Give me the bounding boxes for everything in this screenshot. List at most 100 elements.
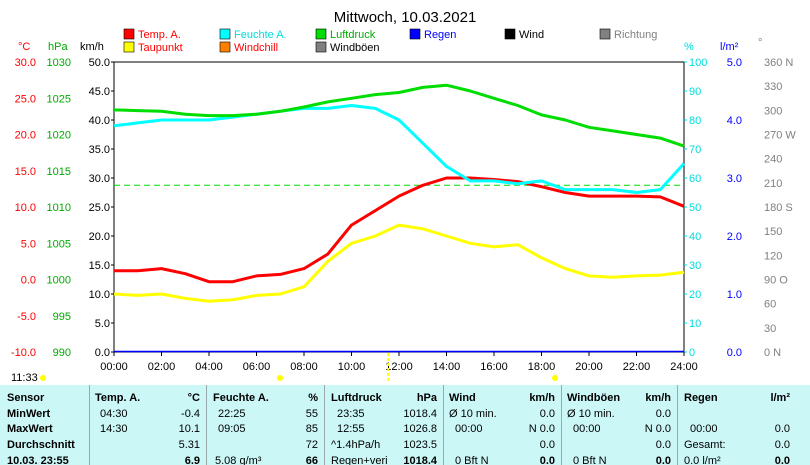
column-divider — [561, 385, 562, 465]
stats-header-pressure-unit: hPa — [416, 392, 437, 404]
legend-swatch — [219, 28, 231, 40]
legend-swatch — [315, 41, 327, 53]
stats-cell: 10.1 — [178, 423, 200, 435]
x-tick-label: 08:00 — [290, 361, 318, 373]
stats-cell: 09:05 — [218, 423, 246, 435]
humidity-tick-label: 20 — [689, 289, 701, 301]
legend-label: Richtung — [614, 29, 657, 41]
legend-swatch — [504, 28, 516, 40]
wind-tick-label: 35.0 — [89, 144, 110, 156]
direction-tick-label: 90 O — [764, 275, 788, 287]
stats-header-temp-unit: °C — [187, 392, 200, 404]
legend-swatch — [599, 28, 611, 40]
legend-label: Windböen — [330, 42, 380, 54]
stats-row-label: MinWert — [7, 408, 51, 420]
rain-tick-label: 4.0 — [727, 115, 742, 127]
legend-label: Luftdruck — [330, 29, 376, 41]
legend-label: Regen — [424, 29, 456, 41]
legend-label: Wind — [519, 29, 544, 41]
stats-cell: 0.0 — [539, 455, 555, 465]
legend-label: Taupunkt — [138, 42, 183, 54]
stats-cell: 55 — [305, 408, 318, 420]
direction-tick-label: 30 — [764, 323, 776, 335]
rain-tick-label: 5.0 — [727, 57, 742, 69]
stats-cell: 0.0 — [774, 439, 790, 451]
stats-cell: ^1.4hPa/h — [331, 439, 381, 451]
stats-cell: 0.0 l/m² — [684, 455, 721, 465]
direction-tick-label: 150 — [764, 226, 782, 238]
stats-cell: 0.0 — [539, 439, 555, 451]
stats-cell: 0.0 — [655, 455, 671, 465]
column-divider — [206, 385, 207, 465]
stats-cell: 00:00 — [690, 423, 718, 435]
stats-row-label: MaxWert — [7, 423, 53, 435]
temp-tick-label: 20.0 — [15, 130, 36, 142]
pressure-tick-label: 1005 — [47, 238, 71, 250]
time-marker-dot — [277, 375, 283, 381]
rain-tick-label: 2.0 — [727, 231, 742, 243]
stats-cell: 0.0 — [655, 439, 671, 451]
column-divider — [324, 385, 325, 465]
series-line-luftdruck — [113, 83, 685, 148]
x-tick-label: 02:00 — [148, 361, 176, 373]
direction-tick-label: 270 W — [764, 130, 796, 142]
series-line-feuchte-a — [113, 104, 686, 194]
temp-tick-label: -5.0 — [17, 311, 36, 323]
stats-cell: 72 — [305, 439, 318, 451]
temp-axis-header: °C — [18, 41, 30, 53]
stats-cell: Ø 10 min. — [567, 408, 615, 420]
legend-swatch — [315, 28, 327, 40]
wind-tick-label: 30.0 — [89, 173, 110, 185]
humidity-tick-label: 100 — [689, 57, 707, 69]
x-tick-label: 04:00 — [195, 361, 223, 373]
pressure-tick-label: 1025 — [47, 93, 71, 105]
column-divider — [89, 385, 90, 465]
x-tick-label: 06:00 — [243, 361, 271, 373]
stats-header-humidity: Feuchte A. — [213, 392, 269, 404]
stats-cell: 14:30 — [100, 423, 128, 435]
direction-axis-header: ° — [758, 37, 762, 49]
x-tick-label: 10:00 — [338, 361, 366, 373]
humidity-tick-label: 10 — [689, 318, 701, 330]
column-divider — [443, 385, 444, 465]
temp-tick-label: 10.0 — [15, 202, 36, 214]
stats-cell: 5.08 g/m³ — [215, 455, 262, 465]
column-divider — [677, 385, 678, 465]
stats-header-temp: Temp. A. — [95, 392, 141, 404]
stats-cell: 1023.5 — [403, 439, 437, 451]
stats-cell: 0.0 — [774, 455, 790, 465]
stats-cell: 22:25 — [218, 408, 246, 420]
legend-label: Feuchte A. — [234, 29, 287, 41]
x-tick-label: 00:00 — [100, 361, 128, 373]
stats-cell: 23:35 — [337, 408, 365, 420]
stats-cell: 00:00 — [455, 423, 483, 435]
humidity-tick-label: 70 — [689, 144, 701, 156]
stats-cell: Ø 10 min. — [449, 408, 497, 420]
direction-tick-label: 180 S — [764, 202, 793, 214]
stats-header-wind: Wind — [449, 392, 476, 404]
rain-axis-header: l/m² — [720, 41, 739, 53]
stats-row-label: Durchschnitt — [7, 439, 75, 451]
stats-cell: 66 — [305, 455, 318, 465]
humidity-axis-header: % — [684, 41, 694, 53]
legend-label: Temp. A. — [138, 29, 181, 41]
chart-title: Mittwoch, 10.03.2021 — [334, 9, 477, 26]
direction-tick-label: 0 N — [764, 347, 781, 359]
x-tick-label: 20:00 — [575, 361, 603, 373]
stats-header-humidity-unit: % — [308, 392, 318, 404]
pressure-tick-label: 1030 — [47, 57, 71, 69]
time-marker-dot — [40, 375, 46, 381]
legend-swatch — [123, 41, 135, 53]
wind-tick-label: 45.0 — [89, 86, 110, 98]
stats-cell: 00:00 — [573, 423, 601, 435]
stats-cell: 5.31 — [178, 439, 200, 451]
x-tick-label: 22:00 — [623, 361, 651, 373]
humidity-tick-label: 60 — [689, 173, 701, 185]
stats-header-rain-unit: l/m² — [770, 392, 790, 404]
time-marker-dot — [552, 375, 558, 381]
stats-cell: 0.0 — [655, 408, 671, 420]
rain-tick-label: 1.0 — [727, 289, 742, 301]
plot-frame — [113, 61, 685, 353]
humidity-tick-label: 90 — [689, 86, 701, 98]
stats-cell: 04:30 — [100, 408, 128, 420]
